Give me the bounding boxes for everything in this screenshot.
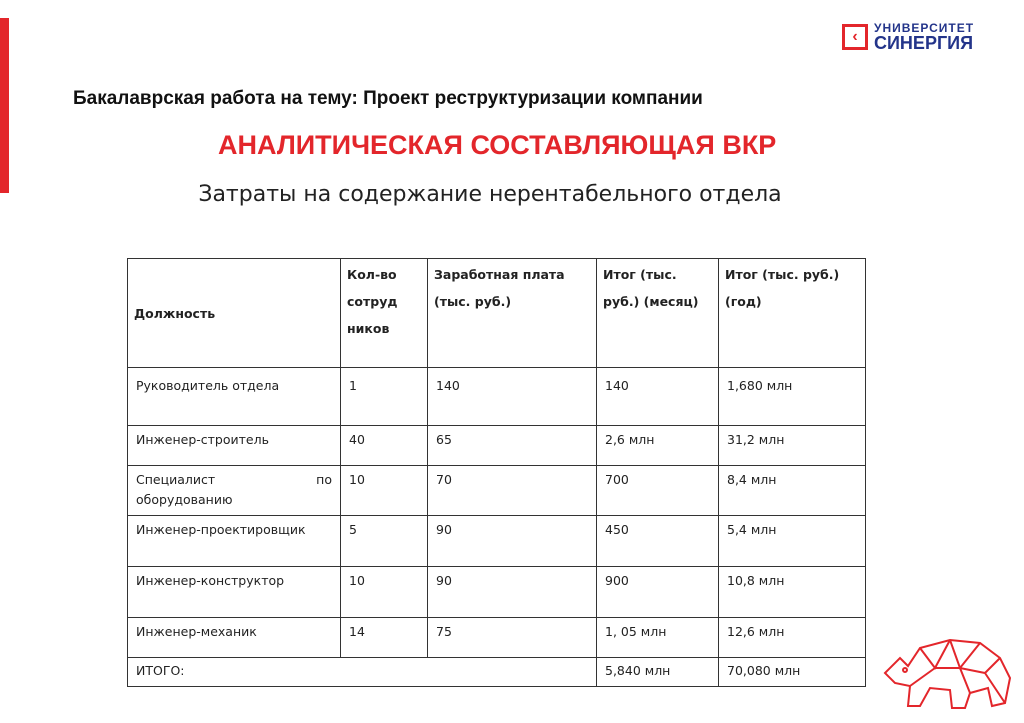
table-cell: Инженер-механик [127, 617, 341, 658]
table-cell: 900 [596, 566, 719, 618]
header-cell: Должность [127, 258, 341, 368]
logo-line1: УНИВЕРСИТЕТ [874, 21, 975, 35]
table-cell: 14 [340, 617, 428, 658]
table-title: Затраты на содержание нерентабельного от… [198, 182, 782, 207]
table-cell: 2,6 млн [596, 425, 719, 466]
table-row: Инженер-проектировщик 5 90 450 5,4 млн [127, 515, 866, 567]
table-cell: 12,6 млн [718, 617, 866, 658]
cost-table: Должность Кол-во сотруд ников Заработная… [127, 258, 866, 687]
table-cell: 31,2 млн [718, 425, 866, 466]
total-year: 70,080 млн [718, 657, 866, 687]
table-cell: Специалист по оборудованию [127, 465, 341, 516]
table-row: Инженер-строитель 40 65 2,6 млн 31,2 млн [127, 425, 866, 466]
table-header-row: Должность Кол-во сотруд ников Заработная… [127, 258, 866, 368]
table-cell: 40 [340, 425, 428, 466]
total-month: 5,840 млн [596, 657, 719, 687]
table-cell: 1 [340, 367, 428, 426]
header-cell: Заработная плата (тыс. руб.) [427, 258, 597, 368]
table-row: Руководитель отдела 1 140 140 1,680 млн [127, 367, 866, 426]
table-cell: Инженер-строитель [127, 425, 341, 466]
page-title: АНАЛИТИЧЕСКАЯ СОСТАВЛЯЮЩАЯ ВКР [218, 130, 777, 160]
table-cell: 90 [427, 515, 597, 567]
table-cell: 10,8 млн [718, 566, 866, 618]
table-cell: 140 [427, 367, 597, 426]
subtitle: Бакалаврская работа на тему: Проект рест… [73, 88, 703, 109]
table-cell: Руководитель отдела [127, 367, 341, 426]
header-cell: Кол-во сотруд ников [340, 258, 428, 368]
table-cell: 5 [340, 515, 428, 567]
table-cell: 10 [340, 566, 428, 618]
table-cell: Инженер-проектировщик [127, 515, 341, 567]
logo-chevron-icon: ‹ [842, 24, 868, 50]
table-row: Специалист по оборудованию 10 70 700 8,4 млн [127, 465, 866, 516]
table-cell: 700 [596, 465, 719, 516]
table-cell: 8,4 млн [718, 465, 866, 516]
total-label: ИТОГО: [127, 657, 597, 687]
table-cell: Инженер-конструктор [127, 566, 341, 618]
table-cell: 70 [427, 465, 597, 516]
header-cell: Итог (тыс. руб.) (год) [718, 258, 866, 368]
table-cell: 1, 05 млн [596, 617, 719, 658]
logo: ‹ УНИВЕРСИТЕТ СИНЕРГИЯ [842, 22, 974, 52]
rhino-logo-icon [883, 638, 1012, 709]
header-cell: Итог (тыс. руб.) (месяц) [596, 258, 719, 368]
table-cell: 140 [596, 367, 719, 426]
table-cell: 1,680 млн [718, 367, 866, 426]
logo-line2: СИНЕРГИЯ [874, 33, 974, 53]
table-cell: 10 [340, 465, 428, 516]
table-cell: 75 [427, 617, 597, 658]
table-row: Инженер-конструктор 10 90 900 10,8 млн [127, 566, 866, 618]
table-cell: 5,4 млн [718, 515, 866, 567]
accent-bar [0, 18, 9, 193]
table-cell: 90 [427, 566, 597, 618]
table-cell: 65 [427, 425, 597, 466]
table-cell: 450 [596, 515, 719, 567]
table-row: Инженер-механик 14 75 1, 05 млн 12,6 млн [127, 617, 866, 658]
total-row: ИТОГО: 5,840 млн 70,080 млн [127, 657, 866, 687]
